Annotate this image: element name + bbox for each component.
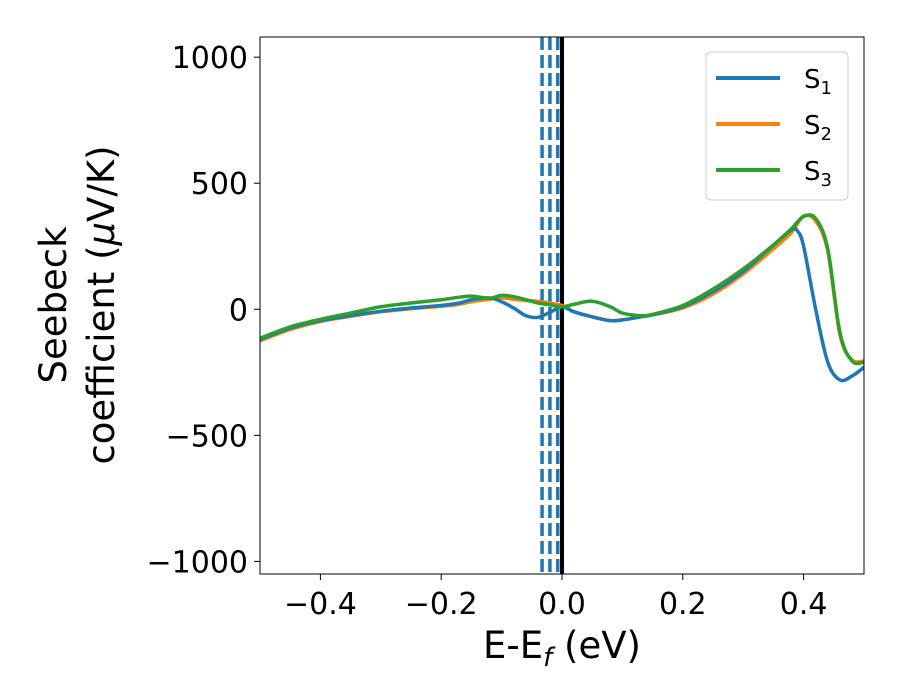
x-axis-ticks: −0.4 −0.2 0.0 0.2 0.4 [284, 574, 827, 622]
y-axis-label-line1: Seebeck [32, 226, 75, 384]
x-axis-label-suffix: (eV) [552, 624, 641, 667]
x-tick-label: 0.0 [538, 587, 586, 622]
legend-label-S3: S3 [804, 157, 832, 191]
legend-label-S2: S2 [804, 111, 832, 145]
x-tick-label: −0.2 [405, 587, 478, 622]
legend: S1 S2 S3 [705, 51, 849, 201]
x-tick-label: 0.4 [780, 587, 828, 622]
series-line-S1 [260, 226, 864, 383]
x-tick-label: 0.2 [659, 587, 707, 622]
y-tick-label: 0 [229, 293, 248, 328]
y-tick-label: 1000 [172, 41, 248, 76]
series-line-S3 [260, 213, 864, 366]
x-axis-label: E-Ef (eV) [483, 624, 641, 673]
y-axis-label: Seebeck coefficient (μV/K) [32, 145, 123, 464]
y-axis-label-mu: μ [80, 222, 123, 247]
legend-label-S1: S1 [804, 65, 832, 99]
y-axis-ticks: −1000 −500 0 500 1000 [147, 41, 260, 580]
y-tick-label: 500 [191, 167, 248, 202]
x-tick-label: −0.4 [284, 587, 357, 622]
series-lines [260, 213, 864, 383]
y-tick-label: −500 [166, 419, 248, 454]
y-tick-label: −1000 [147, 545, 248, 580]
y-axis-label-line2: coefficient (μV/K) [80, 145, 123, 464]
